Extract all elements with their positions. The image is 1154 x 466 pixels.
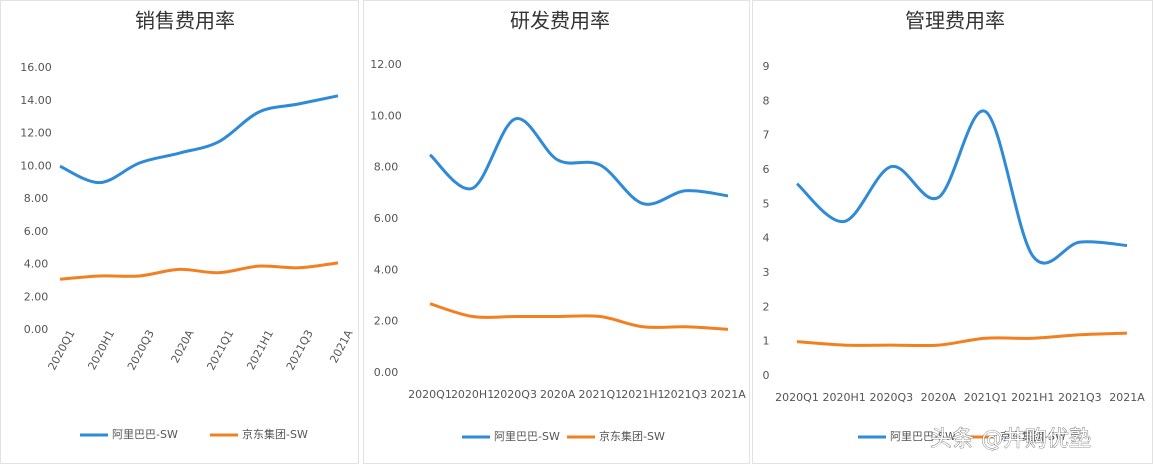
- y-tick-label: 9: [763, 60, 770, 73]
- y-tick-label: 16.00: [20, 61, 52, 74]
- y-tick-label: 2: [763, 300, 770, 313]
- y-tick-label: 10.00: [370, 109, 402, 122]
- panel: [752, 0, 1153, 464]
- y-tick-label: 8.00: [374, 161, 399, 174]
- x-tick-label: 2020H1: [823, 391, 866, 404]
- line-series: [795, 109, 1128, 265]
- line-series: [428, 117, 729, 206]
- y-tick-label: 10.00: [20, 159, 52, 172]
- y-tick-label: 4.00: [374, 263, 399, 276]
- y-tick-label: 0.00: [24, 323, 49, 336]
- x-tick-label: 2021A: [710, 388, 746, 401]
- line-series: [59, 94, 339, 185]
- y-tick-label: 8.00: [24, 192, 49, 205]
- y-tick-label: 6.00: [374, 212, 399, 225]
- y-tick-label: 7: [763, 129, 770, 142]
- legend-label: 阿里巴巴-SW: [112, 428, 178, 441]
- x-tick-label: 2020H1: [451, 388, 494, 401]
- legend-label: 阿里巴巴-SW: [890, 430, 956, 443]
- y-tick-label: 12.00: [20, 127, 52, 140]
- y-tick-label: 4: [763, 232, 770, 245]
- chart-title: 销售费用率: [135, 9, 235, 33]
- x-tick-label: 2021Q1: [964, 391, 1008, 404]
- line-series: [59, 261, 339, 281]
- x-tick-label: 2020A: [921, 391, 957, 404]
- line-series: [796, 331, 1128, 348]
- y-tick-label: 2.00: [374, 315, 399, 328]
- y-tick-label: 2.00: [24, 290, 49, 303]
- legend-label: 京东集团-SW: [242, 427, 308, 441]
- y-tick-label: 3: [763, 266, 770, 279]
- x-tick-label: 2021H1: [621, 388, 664, 401]
- watermark: 头条 @井购优塾: [930, 427, 1091, 452]
- y-tick-label: 8: [763, 94, 770, 107]
- x-tick-label: 2021Q1: [578, 388, 622, 401]
- x-tick-label: 2020Q1: [775, 391, 819, 404]
- chart-title: 管理费用率: [905, 9, 1005, 33]
- y-tick-label: 14.00: [20, 94, 52, 107]
- y-tick-label: 5: [763, 197, 770, 210]
- y-tick-label: 6: [763, 163, 770, 176]
- x-tick-label: 2021A: [1109, 391, 1145, 404]
- x-tick-label: 2021Q3: [1058, 391, 1102, 404]
- y-tick-label: 0: [763, 369, 770, 382]
- line-series: [429, 302, 729, 331]
- y-tick-label: 6.00: [24, 225, 49, 238]
- y-tick-label: 1: [763, 335, 770, 348]
- x-tick-label: 2020A: [540, 388, 576, 401]
- y-tick-label: 4.00: [24, 258, 49, 271]
- y-tick-label: 12.00: [370, 58, 402, 71]
- panel: [0, 0, 359, 464]
- x-tick-label: 2020Q3: [493, 388, 537, 401]
- y-tick-label: 0.00: [374, 366, 399, 379]
- panel: [363, 0, 750, 464]
- legend-label: 京东集团-SW: [599, 429, 665, 443]
- x-tick-label: 2021Q3: [664, 388, 708, 401]
- chart-title: 研发费用率: [510, 9, 610, 33]
- x-tick-label: 2021H1: [1011, 391, 1054, 404]
- legend-label: 京东集团-SW: [1000, 429, 1066, 443]
- x-tick-label: 2020Q3: [869, 391, 913, 404]
- legend-label: 阿里巴巴-SW: [494, 430, 560, 443]
- x-tick-label: 2020Q1: [408, 388, 452, 401]
